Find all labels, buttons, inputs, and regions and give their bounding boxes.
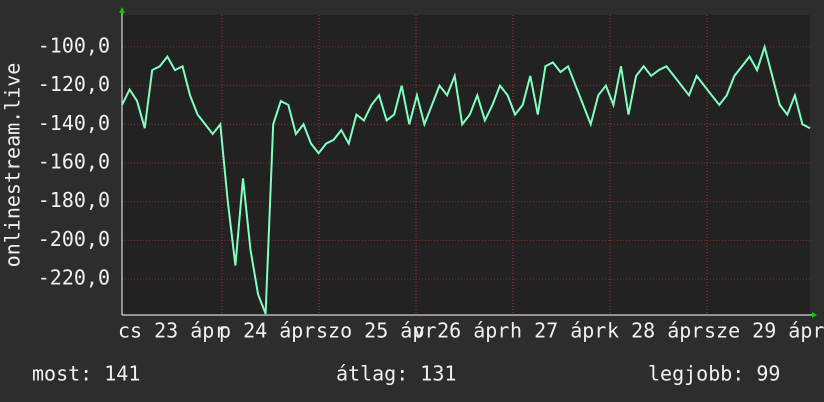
y-tick-label: -140,0 (38, 111, 110, 135)
x-tick-label: szo 25 ápr (316, 319, 436, 343)
x-tick-label: cs 23 ápr (118, 319, 226, 343)
y-tick-label: -100,0 (38, 33, 110, 57)
y-tick-label: -160,0 (38, 149, 110, 173)
x-tick-label: p 24 ápr (219, 319, 315, 343)
footer-best: legjobb: 99 (648, 362, 780, 386)
x-tick-label: v 26 ápr (413, 319, 509, 343)
y-tick-label: -220,0 (38, 266, 110, 290)
x-tick-label: k 28 ápr (607, 319, 703, 343)
y-tick-label: -200,0 (38, 227, 110, 251)
x-tick-label: h 27 ápr (510, 319, 606, 343)
series-line (121, 43, 811, 315)
y-tick-label: -120,0 (38, 72, 110, 96)
y-arrow (119, 7, 125, 13)
y-axis-label: onlinestream.live (1, 63, 25, 268)
footer-average: átlag: 131 (336, 362, 456, 386)
y-tick-label: -180,0 (38, 188, 110, 212)
footer-current: most: 141 (32, 362, 140, 386)
plot-area (122, 15, 810, 315)
x-arrow (812, 312, 817, 318)
x-tick-label: sze 29 ápr (704, 319, 824, 343)
